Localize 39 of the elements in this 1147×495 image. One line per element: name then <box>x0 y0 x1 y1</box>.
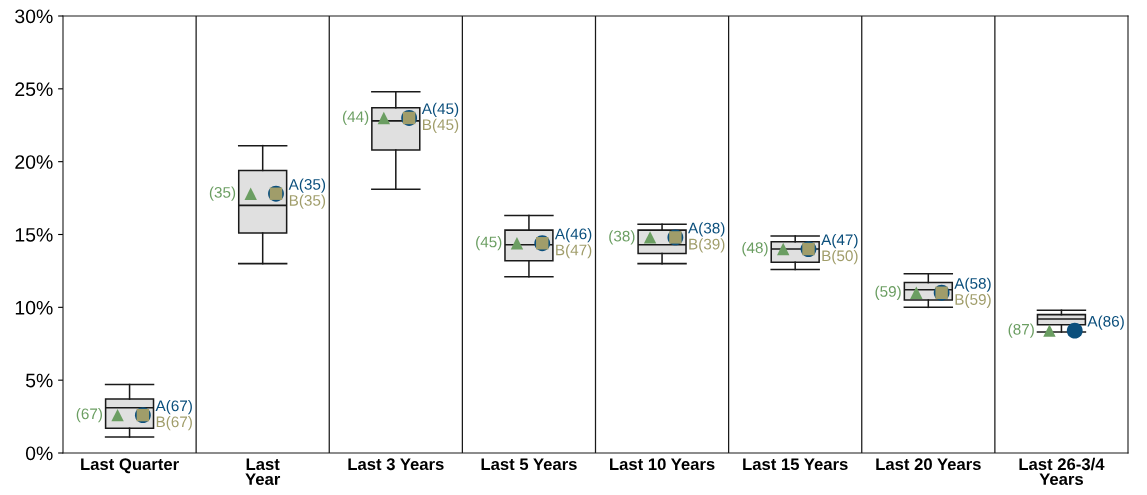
x-tick-label: Last 26-3/4 Years <box>1019 457 1105 486</box>
annotation: (38) <box>609 230 635 245</box>
annotation: (48) <box>742 241 768 257</box>
annotation: (44) <box>342 110 369 126</box>
y-tick-label: 0% <box>25 446 53 461</box>
annotation: B(50) <box>822 249 858 265</box>
annotation: B(59) <box>955 293 991 308</box>
x-tick-label: Last 15 Years <box>743 458 848 471</box>
y-tick-label: 15% <box>15 228 53 242</box>
annotation: (45) <box>476 236 502 251</box>
x-tick-label: Last 20 Years <box>876 458 981 471</box>
annotation: A(38) <box>688 222 725 237</box>
annotation: A(86) <box>1087 315 1124 330</box>
annotation: B(39) <box>689 238 725 253</box>
annotation: A(58) <box>954 277 991 292</box>
x-tick-label: Last Quarter <box>81 458 179 474</box>
annotation: (35) <box>209 186 236 201</box>
annotation: A(47) <box>821 233 858 249</box>
y-tick-label: 10% <box>15 300 53 315</box>
annotation: A(45) <box>421 102 459 118</box>
annotation: B(45) <box>423 118 459 134</box>
annotation: B(47) <box>556 244 592 259</box>
y-tick-label: 5% <box>25 373 53 388</box>
y-tick-label: 30% <box>15 9 53 24</box>
annotation: (59) <box>875 285 901 300</box>
point <box>1066 322 1083 339</box>
annotation: B(67) <box>156 416 192 431</box>
x-tick-label: Last 5 Years <box>481 458 577 471</box>
y-tick-label: 20% <box>15 155 53 169</box>
y-tick-label: 25% <box>15 82 53 97</box>
annotation: (87) <box>1008 323 1034 338</box>
annotation: A(35) <box>288 178 326 193</box>
x-tick-label: Last Year <box>245 458 281 486</box>
x-tick-label: Last 10 Years <box>610 458 715 471</box>
annotation: A(67) <box>155 399 192 415</box>
annotation: (67) <box>76 408 102 423</box>
annotation: A(46) <box>554 228 592 243</box>
x-tick-label: Last 3 Years <box>348 458 444 471</box>
annotation: B(35) <box>289 194 326 209</box>
